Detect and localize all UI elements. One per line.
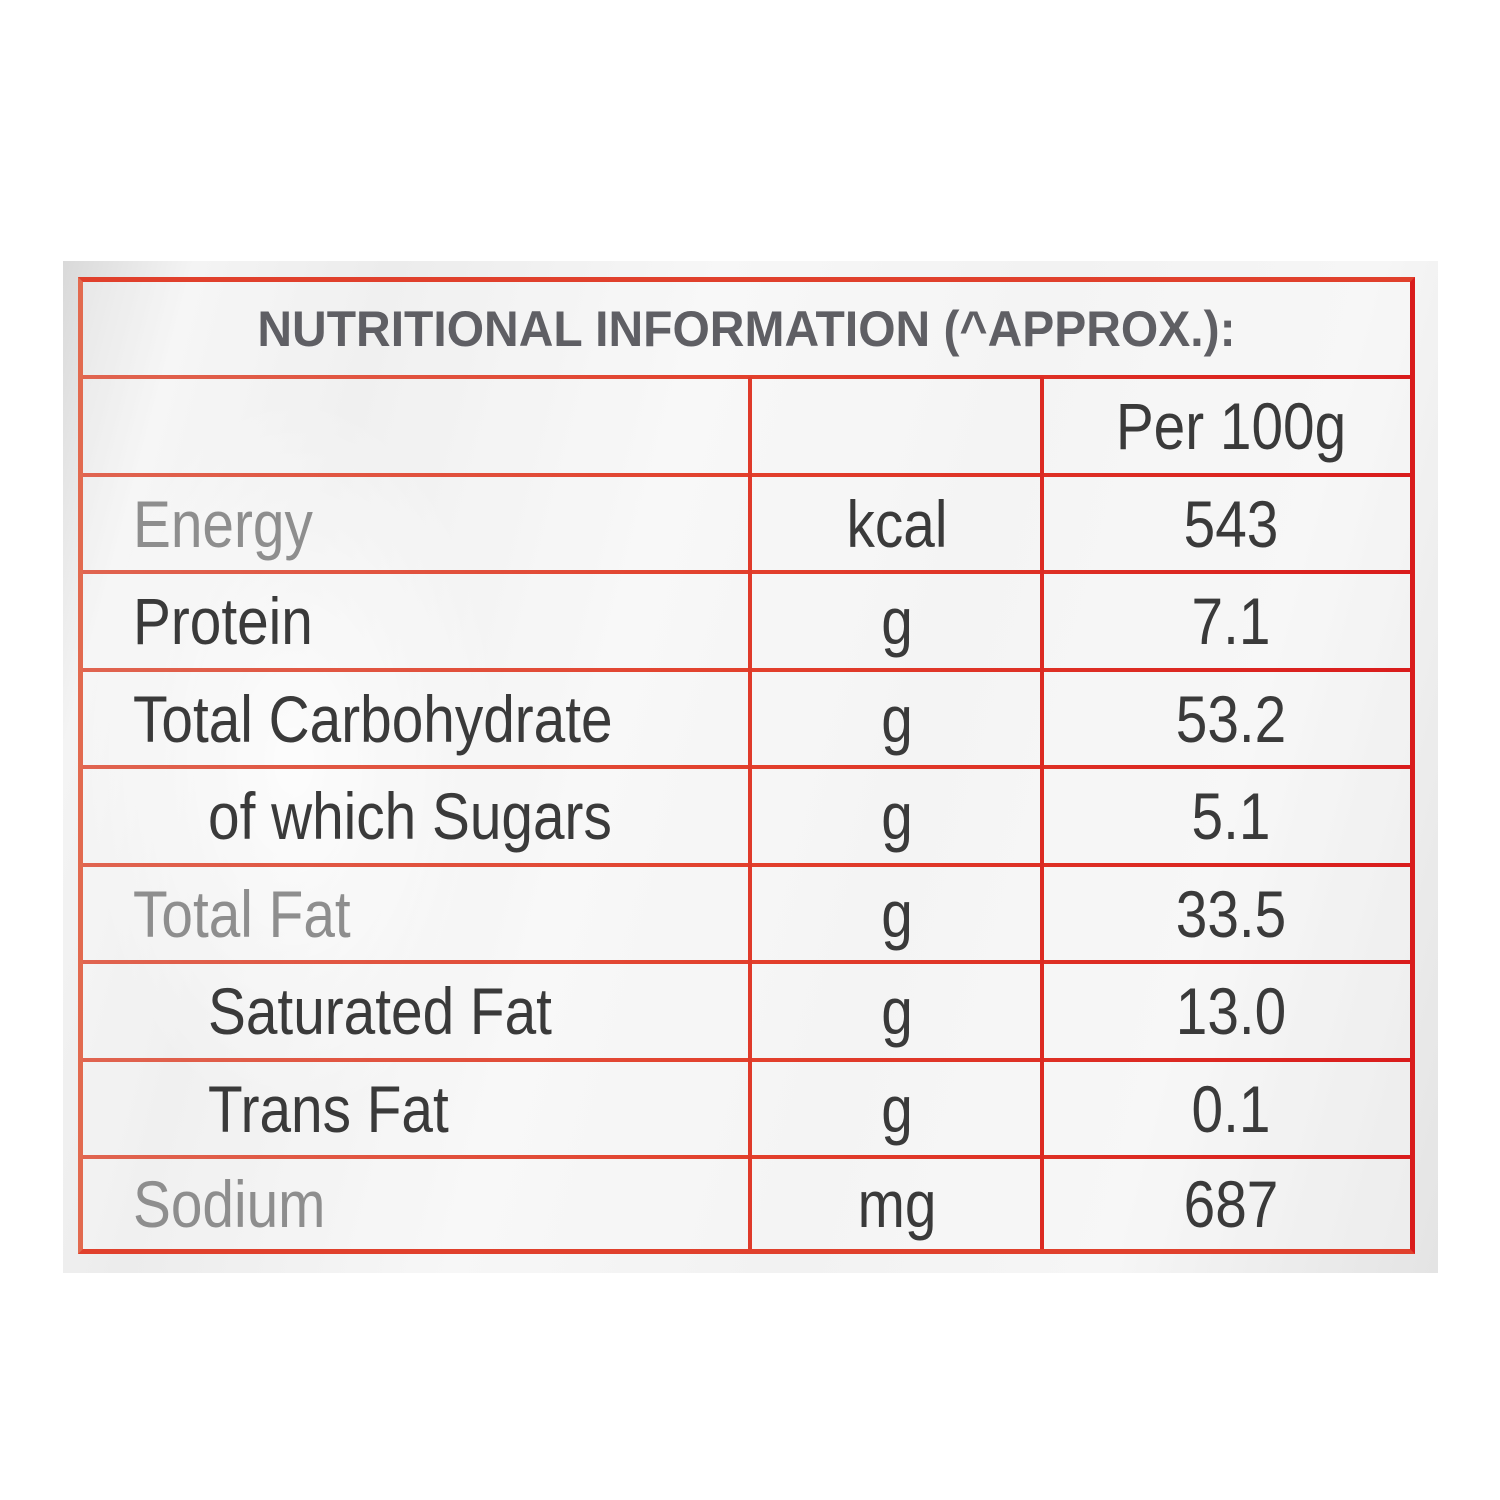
row-divider: [83, 1155, 1410, 1159]
nutrient-name-sub: Saturated Fat: [208, 974, 552, 1048]
nutrient-unit: g: [881, 974, 913, 1048]
nutrition-table: NUTRITIONAL INFORMATION (^APPROX.): Per …: [78, 277, 1415, 1254]
nutrient-unit: kcal: [846, 486, 948, 561]
nutrient-value: 0.1: [1191, 1071, 1271, 1146]
nutrient-value: 13.0: [1175, 974, 1287, 1048]
nutrient-name-sub: Trans Fat: [208, 1071, 449, 1146]
row-divider: [83, 863, 1410, 867]
nutrient-name: Total Carbohydrate: [133, 681, 613, 756]
nutrient-name: Energy: [133, 486, 313, 561]
table-title: NUTRITIONAL INFORMATION (^APPROX.):: [257, 300, 1236, 357]
nutrient-name: Protein: [133, 584, 313, 658]
row-divider: [83, 668, 1410, 672]
nutrient-value: 53.2: [1175, 681, 1287, 756]
column-divider: [1040, 377, 1044, 1249]
row-divider: [83, 1058, 1410, 1062]
nutrient-unit: g: [881, 779, 913, 853]
nutrient-unit: g: [881, 681, 913, 756]
nutrient-value: 543: [1183, 486, 1279, 561]
row-divider: [83, 570, 1410, 574]
column-header-per-100g: Per 100g: [1115, 389, 1347, 463]
row-divider: [83, 375, 1410, 379]
nutrient-unit: g: [881, 876, 913, 951]
nutrient-unit: g: [881, 1071, 913, 1146]
row-divider: [83, 960, 1410, 964]
nutrient-name-sub: of which Sugars: [208, 779, 612, 853]
nutrient-value: 5.1: [1191, 779, 1271, 853]
nutrient-unit: mg: [857, 1167, 937, 1241]
nutrient-name: Total Fat: [133, 876, 351, 951]
nutrient-value: 687: [1183, 1167, 1279, 1241]
nutrient-unit: g: [881, 584, 913, 658]
nutrient-name: Sodium: [133, 1167, 326, 1241]
column-divider: [748, 377, 752, 1249]
nutrient-value: 33.5: [1175, 876, 1287, 951]
row-divider: [83, 473, 1410, 477]
row-divider: [83, 765, 1410, 769]
nutrient-value: 7.1: [1191, 584, 1271, 658]
